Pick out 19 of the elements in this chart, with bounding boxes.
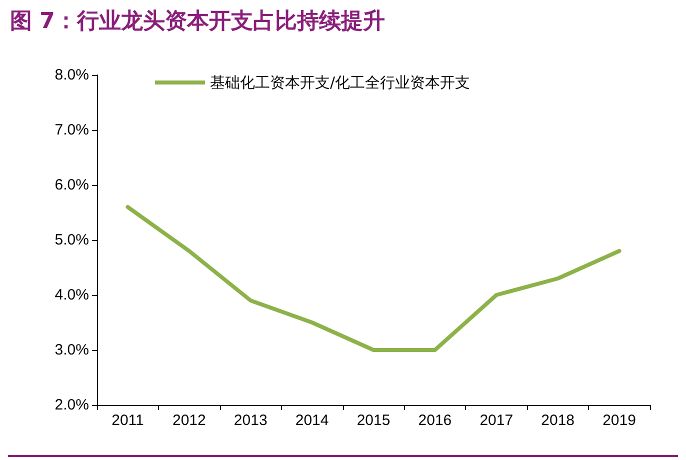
y-tick-label: 5.0% [54, 232, 89, 248]
x-tick-label: 2013 [234, 412, 268, 429]
x-tick-label: 2019 [602, 412, 636, 429]
chart-title: 图 7：行业龙头资本开支占比持续提升 [10, 8, 385, 36]
y-tick-label: 6.0% [54, 176, 89, 194]
y-tick-label: 2.0% [54, 396, 89, 414]
y-tick-label: 4.0% [54, 286, 89, 304]
y-tick-label: 7.0% [54, 122, 89, 138]
line-series [126, 205, 622, 352]
x-tick-label: 2015 [356, 412, 390, 429]
x-tick-label: 2017 [480, 412, 514, 429]
x-tick-label: 2016 [418, 412, 452, 429]
x-tick-label: 2012 [172, 412, 206, 429]
x-tick-label: 2018 [541, 412, 575, 429]
y-tick-label: 3.0% [54, 342, 89, 358]
legend-label: 基础化工资本开支/化工全行业资本开支 [210, 74, 470, 92]
y-tick-label: 8.0% [54, 66, 89, 84]
x-tick-label: 2014 [295, 412, 329, 429]
x-tick-label: 2011 [112, 412, 144, 429]
